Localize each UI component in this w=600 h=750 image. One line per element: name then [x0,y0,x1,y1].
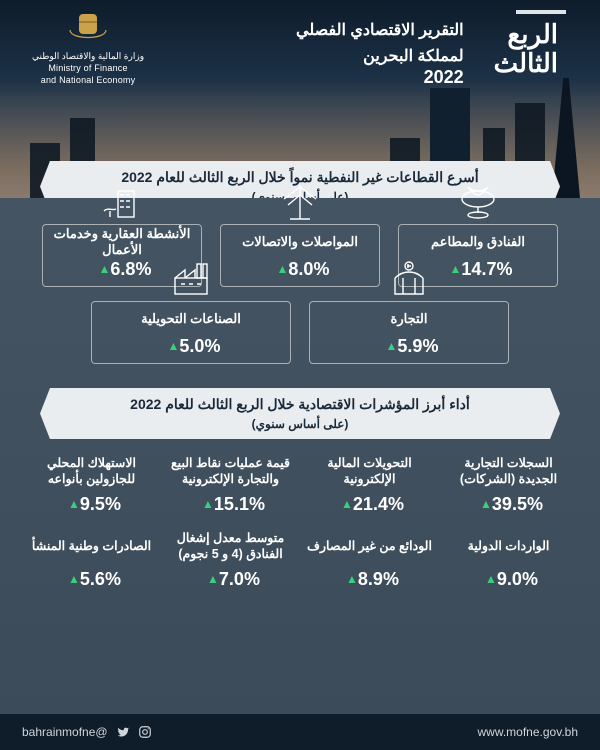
indicator-pct: ▲15.1% [165,494,296,515]
title-block: الربع الثالث التقرير الاقتصادي الفصلي لم… [296,16,572,88]
indicator-item: متوسط معدل إشغال الفنادق (4 و 5 نجوم)▲7.… [165,523,296,590]
manufact-icon [98,258,284,298]
sector-card-trade: التجارة▲5.9% [309,301,509,364]
up-triangle-icon: ▲ [68,572,80,586]
coat-of-arms-icon [66,12,110,46]
footer-bar: www.mofne.gov.bh @bahrainmofne [0,714,600,750]
realestate-icon [49,181,195,221]
ministry-name-en2: and National Economy [32,74,144,86]
report-title-line2: لمملكة البحرين [296,42,464,68]
up-triangle-icon: ▲ [341,497,353,511]
indicator-pct: ▲7.0% [165,569,296,590]
indicator-label: الاستهلاك المحلي للجازولين بأنواعه [26,448,157,494]
report-year: 2022 [296,67,464,88]
ministry-logo: وزارة المالية والاقتصاد الوطني Ministry … [32,12,144,86]
indicators-row-1: السجلات التجارية الجديدة (الشركات)▲39.5%… [20,448,580,515]
up-triangle-icon: ▲ [386,339,398,353]
indicators-ribbon-sub: (على أساس سنوي) [52,416,548,432]
ministry-name-ar: وزارة المالية والاقتصاد الوطني [32,50,144,62]
sectors-row-2: التجارة▲5.9% الصناعات التحويلية▲5.0% [20,301,580,364]
indicator-item: التحويلات المالية الإلكترونية▲21.4% [304,448,435,515]
indicator-label: السجلات التجارية الجديدة (الشركات) [443,448,574,494]
quarter-badge: الربع الثالث [480,16,572,83]
quarter-line1: الربع [494,20,558,49]
sector-pct: ▲5.0% [98,336,284,357]
sector-label: الأنشطة العقارية وخدمات الأعمال [49,225,195,259]
indicators-ribbon-title: أداء أبرز المؤشرات الاقتصادية خلال الربع… [130,396,470,412]
indicator-label: الودائع من غير المصارف [304,523,435,569]
up-triangle-icon: ▲ [207,572,219,586]
indicator-pct: ▲21.4% [304,494,435,515]
hotels-icon [405,181,551,221]
indicator-label: متوسط معدل إشغال الفنادق (4 و 5 نجوم) [165,523,296,569]
up-triangle-icon: ▲ [480,497,492,511]
footer-site: www.mofne.gov.bh [478,725,579,739]
indicator-pct: ▲5.6% [26,569,157,590]
body-area: الفنادق والمطاعم▲14.7%المواصلات والاتصال… [0,198,600,714]
sector-label: المواصلات والاتصالات [227,225,373,259]
indicators-row-2: الواردات الدولية▲9.0%الودائع من غير المص… [20,523,580,590]
sector-label: الصناعات التحويلية [98,302,284,336]
sector-label: التجارة [316,302,502,336]
indicator-label: التحويلات المالية الإلكترونية [304,448,435,494]
up-triangle-icon: ▲ [202,497,214,511]
up-triangle-icon: ▲ [68,497,80,511]
report-title: التقرير الاقتصادي الفصلي لمملكة البحرين … [296,16,464,88]
indicator-item: السجلات التجارية الجديدة (الشركات)▲39.5% [443,448,574,515]
indicator-item: قيمة عمليات نقاط البيع والتجارة الإلكترو… [165,448,296,515]
indicator-label: الصادرات وطنية المنشأ [26,523,157,569]
up-triangle-icon: ▲ [346,572,358,586]
ministry-name-en1: Ministry of Finance [32,62,144,74]
indicator-item: الودائع من غير المصارف▲8.9% [304,523,435,590]
indicator-label: الواردات الدولية [443,523,574,569]
hero-band: وزارة المالية والاقتصاد الوطني Ministry … [0,0,600,198]
indicator-pct: ▲8.9% [304,569,435,590]
indicator-label: قيمة عمليات نقاط البيع والتجارة الإلكترو… [165,448,296,494]
footer-social: @bahrainmofne [22,725,152,739]
indicator-item: الاستهلاك المحلي للجازولين بأنواعه▲9.5% [26,448,157,515]
transport-icon [227,181,373,221]
indicator-item: الواردات الدولية▲9.0% [443,523,574,590]
indicator-item: الصادرات وطنية المنشأ▲5.6% [26,523,157,590]
indicator-pct: ▲9.0% [443,569,574,590]
indicator-pct: ▲39.5% [443,494,574,515]
twitter-icon [116,725,130,739]
footer-handle: @bahrainmofne [22,725,108,739]
indicators-ribbon: أداء أبرز المؤشرات الاقتصادية خلال الربع… [40,388,560,439]
up-triangle-icon: ▲ [485,572,497,586]
sector-pct: ▲5.9% [316,336,502,357]
indicator-pct: ▲9.5% [26,494,157,515]
trade-icon [316,258,502,298]
sector-card-manufact: الصناعات التحويلية▲5.0% [91,301,291,364]
sector-label: الفنادق والمطاعم [405,225,551,259]
quarter-line2: الثالث [494,49,558,78]
report-title-line1: التقرير الاقتصادي الفصلي [296,16,464,42]
instagram-icon [138,725,152,739]
up-triangle-icon: ▲ [168,339,180,353]
